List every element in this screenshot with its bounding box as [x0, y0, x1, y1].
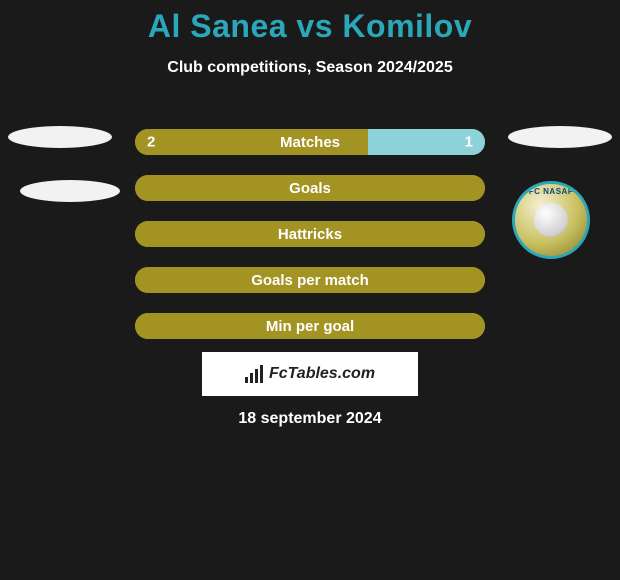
bar-chart-icon	[245, 365, 263, 383]
club-badge-inner: FC NASAF	[512, 181, 590, 259]
stat-bar: Matches 2 1	[135, 129, 485, 155]
stat-row: Goals per match	[0, 257, 620, 303]
page-title: Al Sanea vs Komilov	[0, 0, 620, 45]
subtitle: Club competitions, Season 2024/2025	[0, 59, 620, 77]
stat-bar: Goals per match	[135, 267, 485, 293]
comparison-card: Al Sanea vs Komilov Club competitions, S…	[0, 0, 620, 580]
date-text: 18 september 2024	[0, 410, 620, 428]
stat-bar: Hattricks	[135, 221, 485, 247]
club-badge-right: FC NASAF	[502, 180, 600, 260]
fctables-watermark: FcTables.com	[202, 352, 418, 396]
stat-label: Matches	[280, 134, 340, 151]
stat-label: Min per goal	[266, 318, 354, 335]
player-placeholder	[20, 180, 120, 202]
stat-row: Min per goal	[0, 303, 620, 349]
player-placeholder	[508, 126, 612, 148]
player-placeholder	[8, 126, 112, 148]
stat-label: Hattricks	[278, 226, 342, 243]
stat-label: Goals	[289, 180, 331, 197]
stat-bar: Min per goal	[135, 313, 485, 339]
ball-icon	[534, 203, 568, 237]
stat-value-left: 2	[147, 134, 155, 151]
badge-text: FC NASAF	[529, 187, 573, 196]
stat-bar: Goals	[135, 175, 485, 201]
fctables-text: FcTables.com	[269, 365, 375, 383]
stat-value-right: 1	[465, 134, 473, 151]
stat-label: Goals per match	[251, 272, 369, 289]
